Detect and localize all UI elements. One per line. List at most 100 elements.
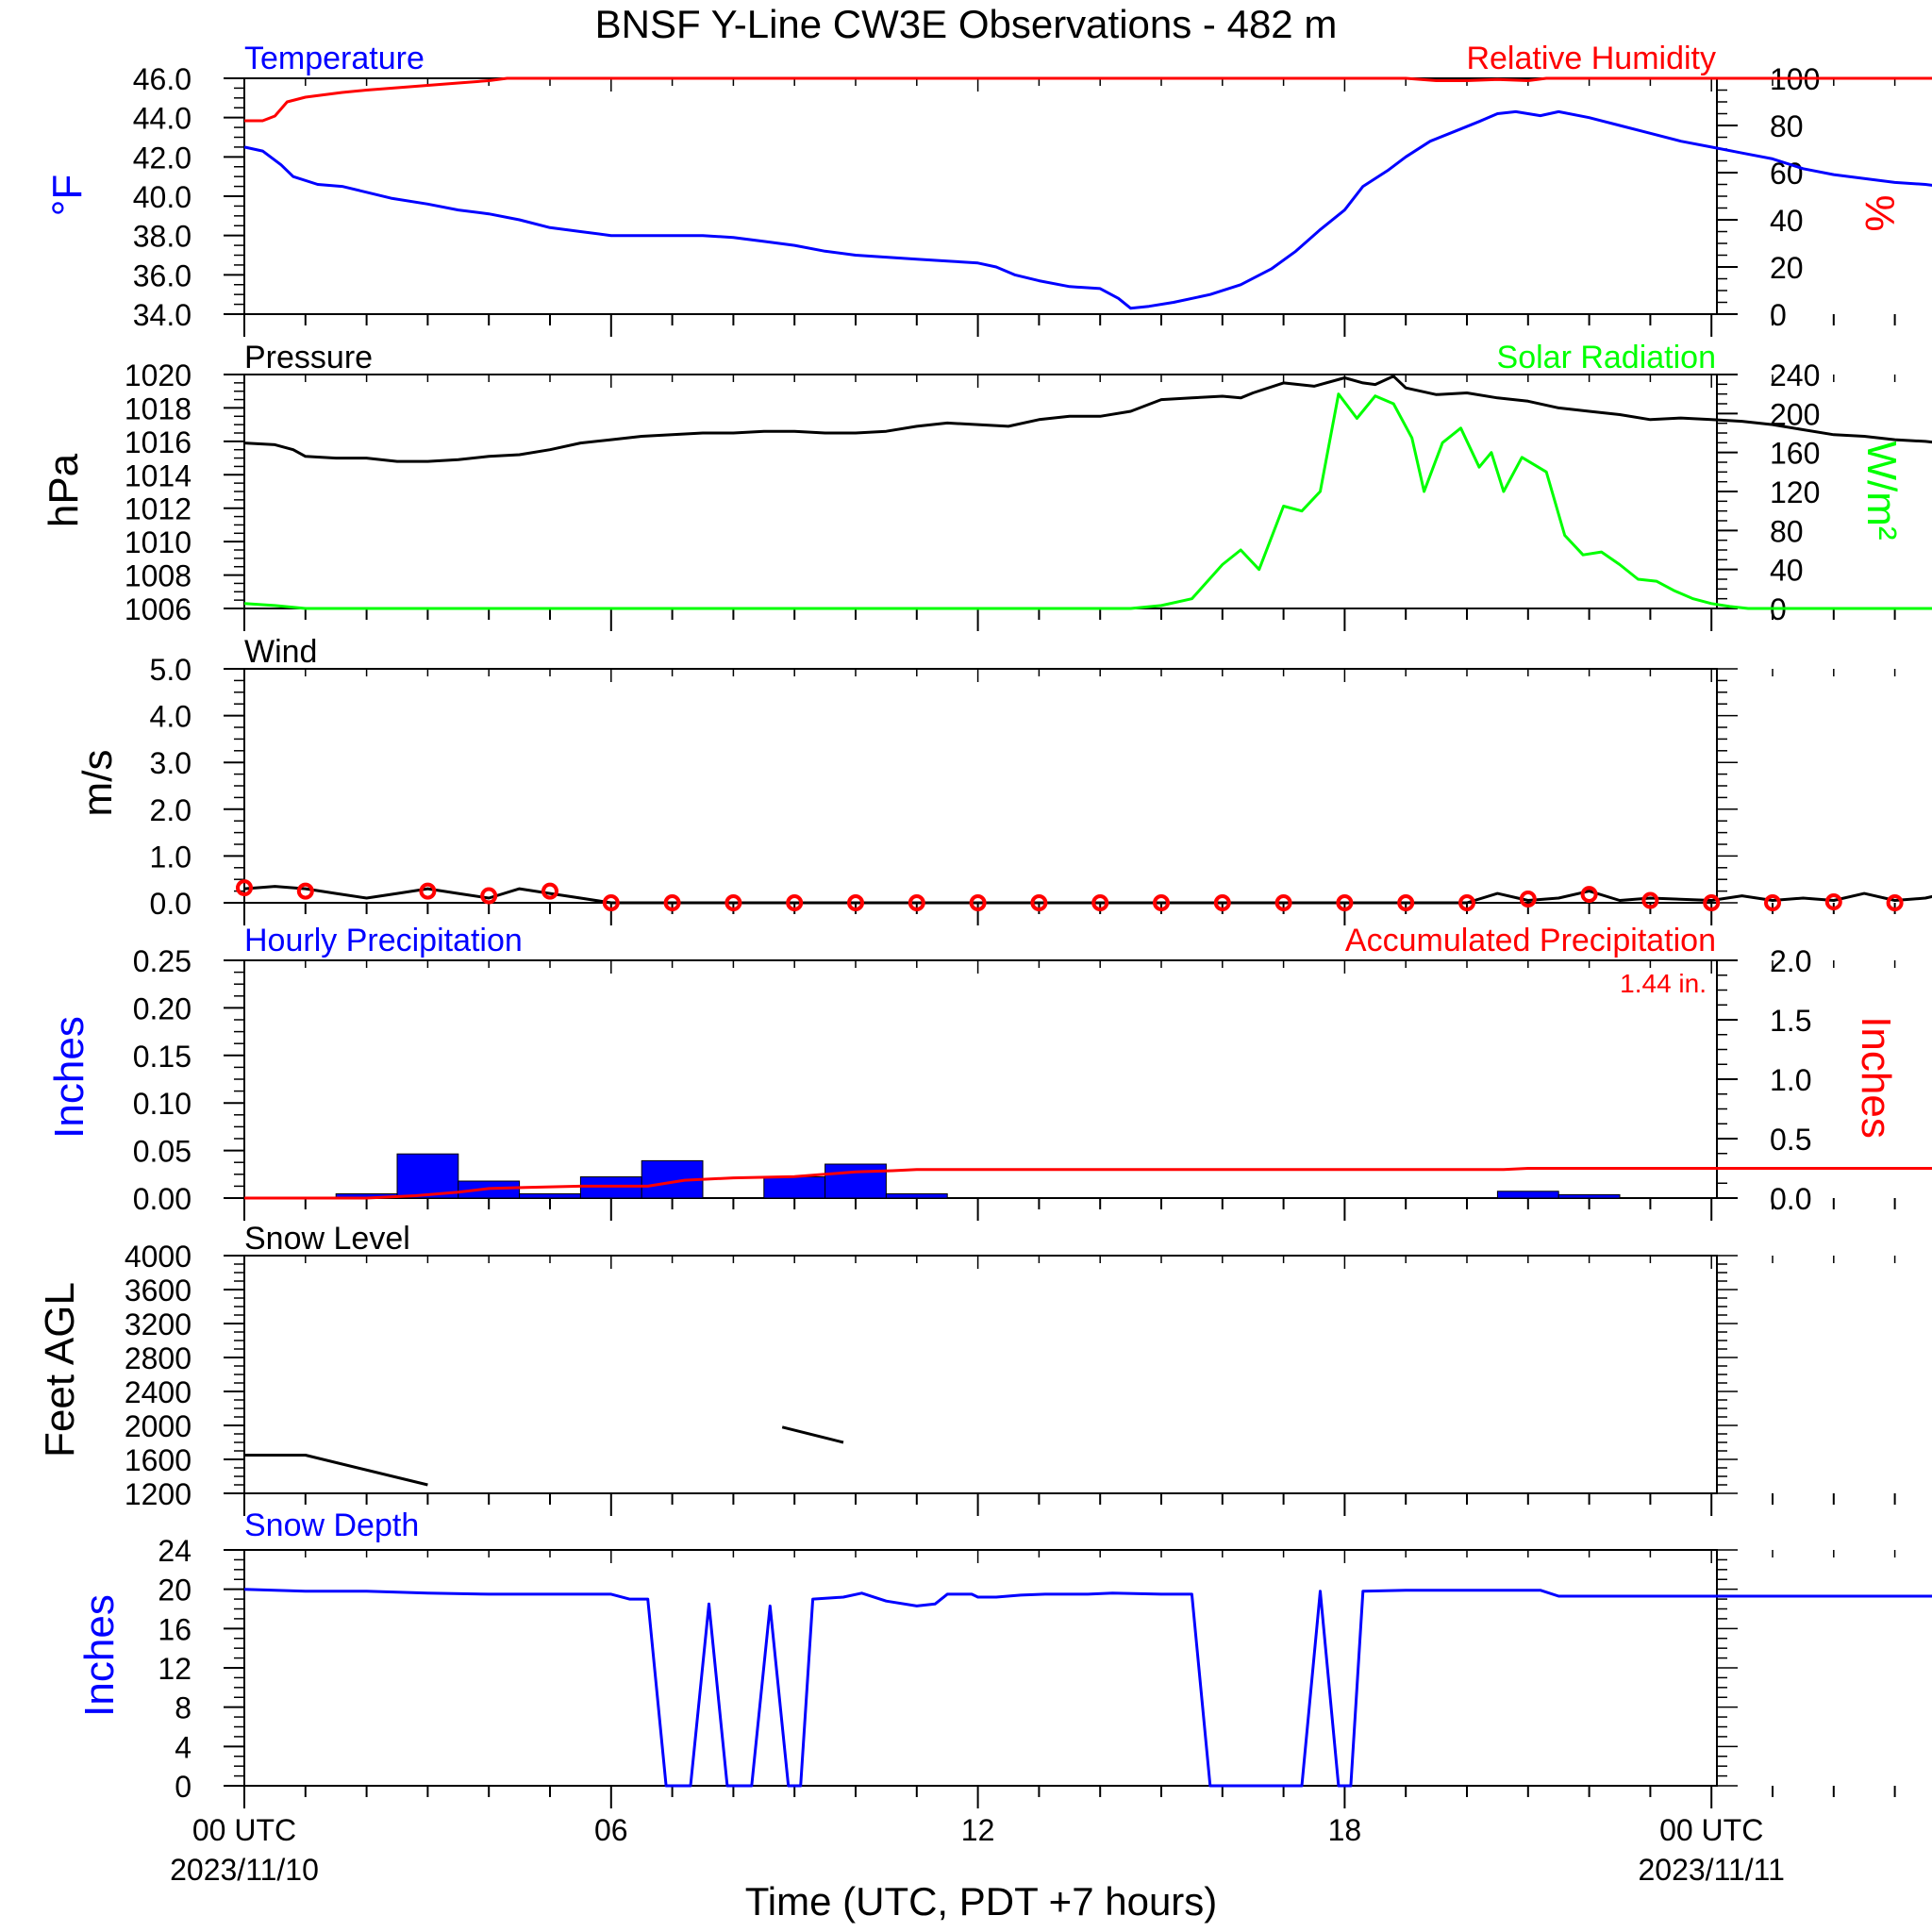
solar-unit-label: W/m² <box>1858 441 1905 540</box>
wind-direction-marker <box>908 894 925 911</box>
x-tick-label: 18 <box>1328 1813 1362 1847</box>
temperature-right-axis-tick-label: 0 <box>1770 298 1787 332</box>
precipitation-left-axis-tick-label: 0.05 <box>133 1135 192 1169</box>
wind-direction-marker <box>602 894 620 911</box>
temperature-line <box>243 109 1932 310</box>
x-tick-label: 00 UTC <box>192 1813 296 1847</box>
precip-bar <box>396 1153 459 1199</box>
snow-level-panel-title: Snow Level <box>244 1221 410 1257</box>
precip-bar <box>519 1193 581 1199</box>
wind-direction-marker <box>1213 894 1231 911</box>
precip-bar <box>1496 1191 1559 1199</box>
snow-depth-line <box>243 1588 1932 1788</box>
pressure-right-axis-tick-label: 80 <box>1770 514 1804 548</box>
wind-direction-marker <box>1397 894 1415 911</box>
temperature-right-axis-tick-label: 20 <box>1770 251 1804 285</box>
wind-left-axis-tick-label: 0.0 <box>150 887 192 921</box>
wind-direction-marker <box>969 894 987 911</box>
pressure-right-axis-tick-label: 120 <box>1770 475 1820 509</box>
pressure-left-axis-tick-label: 1014 <box>125 458 192 492</box>
temperature-left-axis-tick-label: 36.0 <box>133 258 192 292</box>
temperature-left-axis-tick-label: 40.0 <box>133 180 192 214</box>
pressure-left-axis-tick-label: 1018 <box>125 391 192 425</box>
temperature-right-axis-tick-label: 60 <box>1770 157 1804 191</box>
wind-direction-marker <box>724 894 742 911</box>
precipitation-left-axis-tick-label: 0.00 <box>133 1182 192 1216</box>
wind-direction-marker <box>1336 894 1354 911</box>
figure-title: BNSF Y-Line CW3E Observations - 482 m <box>595 2 1338 46</box>
wind-direction-marker <box>1153 894 1170 911</box>
wind-direction-marker <box>1519 891 1537 908</box>
wind-unit-label: m/s <box>75 750 121 817</box>
wind-direction-marker <box>1703 894 1721 911</box>
wind-direction-marker <box>1764 894 1781 911</box>
temperature-panel-title: Temperature <box>244 41 425 76</box>
precipitation-right-axis-tick-label: 1.5 <box>1770 1004 1811 1038</box>
snow-level-left-axis-tick-label: 1200 <box>125 1477 192 1511</box>
panel-pressure: 1006100810101012101410161018102004080120… <box>125 358 1932 631</box>
pressure-right-axis-tick-label: 40 <box>1770 554 1804 588</box>
wind-direction-marker <box>419 882 437 900</box>
temperature-right-axis-tick-label: 80 <box>1770 109 1804 143</box>
temperature-left-axis-tick-label: 46.0 <box>133 62 192 96</box>
wind-left-axis-tick-label: 4.0 <box>150 700 192 734</box>
wind-left-axis-tick-label: 1.0 <box>150 840 192 874</box>
snow-level-segment <box>781 1425 844 1444</box>
humidity-unit-label: % <box>1857 194 1903 231</box>
precip-bar <box>1557 1193 1621 1199</box>
panel-wind: 0.0 1.0 2.0 3.0 4.0 5.0 <box>150 653 1932 925</box>
precip-bar <box>885 1193 948 1199</box>
pressure-panel-title: Pressure <box>244 340 373 375</box>
snow-depth-left-axis-tick-label: 0 <box>175 1770 192 1804</box>
wind-direction-marker <box>541 882 558 900</box>
snow-depth-left-axis-tick-label: 20 <box>158 1574 192 1607</box>
snow-depth-panel-title: Snow Depth <box>244 1507 419 1543</box>
wind-direction-marker <box>1091 894 1109 911</box>
pressure-left-axis-tick-label: 1006 <box>125 592 192 626</box>
wind-direction-marker <box>480 887 498 905</box>
snow-level-unit-label: Feet AGL <box>37 1282 83 1457</box>
precipitation-right-axis-tick-label: 2.0 <box>1770 944 1811 978</box>
x-tick-label: 12 <box>961 1813 995 1847</box>
temperature-left-axis-tick-label: 34.0 <box>133 298 192 332</box>
precipitation-right-axis-tick-label: 1.0 <box>1770 1063 1811 1097</box>
accum-precip-panel-title: Accumulated Precipitation <box>1345 923 1716 958</box>
wind-direction-marker <box>663 894 681 911</box>
pressure-left-axis-tick-label: 1010 <box>125 525 192 559</box>
wind-left-axis-tick-label: 5.0 <box>150 653 192 687</box>
wind-direction-marker <box>1274 894 1292 911</box>
snow-level-segment <box>244 1454 428 1487</box>
hourly-precip-panel-title: Hourly Precipitation <box>244 923 523 958</box>
temperature-unit-label: °F <box>44 175 91 216</box>
precipitation-left-axis-tick-label: 0.25 <box>133 944 192 978</box>
x-date-label: 2023/11/10 <box>170 1853 319 1887</box>
relative-humidity-line <box>244 76 1932 123</box>
panel-precipitation: 0.00 0.05 0.10 0.15 0.20 0.25 0.0 0.5 1.0 1.5 2.0 <box>133 944 1932 1221</box>
accum-precip-unit-label: Inches <box>1853 1016 1899 1139</box>
wind-line <box>243 885 1932 905</box>
snow-level-left-axis-tick-label: 3600 <box>125 1274 192 1307</box>
pressure-left-axis-tick-label: 1012 <box>125 492 192 526</box>
hourly-precip-unit-label: Inches <box>46 1016 92 1139</box>
x-tick-label: 00 UTC <box>1659 1813 1763 1847</box>
pressure-left-axis-tick-label: 1016 <box>125 425 192 459</box>
snow-level-left-axis-tick-label: 3200 <box>125 1307 192 1341</box>
accumulated-precip-line <box>244 1167 1932 1200</box>
snow-level-left-axis-tick-label: 2000 <box>125 1409 192 1443</box>
pressure-left-axis-tick-label: 1020 <box>125 358 192 392</box>
precipitation-right-axis-tick-label: 0.0 <box>1770 1182 1811 1216</box>
wind-direction-marker <box>236 879 253 897</box>
temperature-right-axis-tick-label: 40 <box>1770 204 1804 238</box>
wind-left-axis-tick-label: 2.0 <box>150 793 192 827</box>
snow-level-left-axis-tick-label: 2800 <box>125 1341 192 1375</box>
solar-panel-title: Solar Radiation <box>1497 340 1716 375</box>
pressure-unit-label: hPa <box>41 453 87 527</box>
wind-direction-marker <box>847 894 864 911</box>
pressure-left-axis-tick-label: 1008 <box>125 559 192 593</box>
wind-direction-marker <box>1580 886 1598 904</box>
wind-direction-marker <box>296 882 314 900</box>
humidity-panel-title: Relative Humidity <box>1466 41 1716 76</box>
pressure-right-axis-tick-label: 240 <box>1770 358 1820 392</box>
precipitation-left-axis-tick-label: 0.20 <box>133 991 192 1025</box>
